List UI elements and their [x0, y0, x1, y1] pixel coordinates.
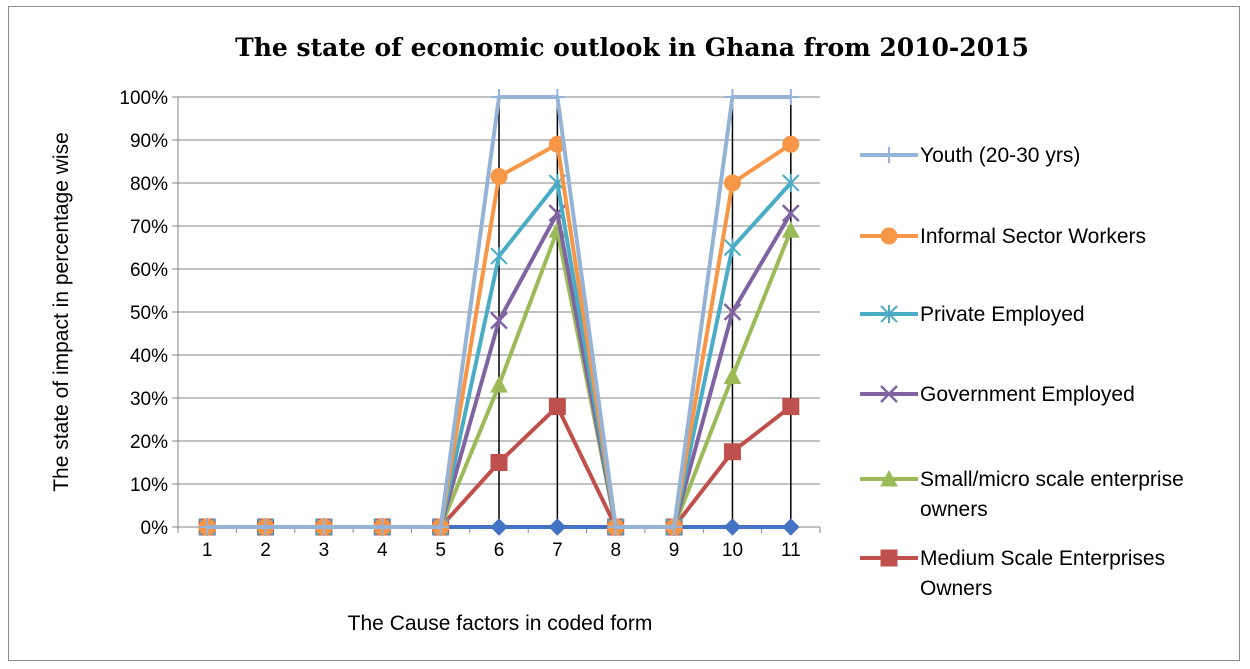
y-tick-label: 20% — [130, 432, 168, 453]
data-point — [782, 398, 800, 416]
legend-item: Small/micro scale enterprise owners — [860, 468, 1184, 521]
x-tick-label: 6 — [494, 540, 505, 561]
legend-label: Informal Sector Workers — [920, 225, 1146, 248]
y-tick-label: 100% — [119, 88, 168, 109]
data-point — [490, 247, 508, 266]
legend-item: Youth (20-30 yrs) — [860, 144, 1080, 167]
data-point — [548, 518, 567, 536]
x-tick-label: 2 — [260, 540, 271, 561]
data-point — [723, 174, 741, 192]
x-tick-label: 9 — [669, 540, 680, 561]
data-point — [880, 469, 898, 487]
legend-item: Government Employed — [860, 383, 1135, 406]
y-tick-label: 70% — [130, 217, 168, 238]
x-tick-label: 7 — [552, 540, 563, 561]
x-axis-title: The Cause factors in coded form — [348, 612, 653, 635]
legend-item: Informal Sector Workers — [860, 225, 1146, 248]
data-point — [490, 454, 508, 471]
data-point — [490, 376, 508, 393]
x-tick-label: 8 — [610, 540, 621, 561]
x-tick-label: 10 — [722, 540, 743, 561]
chart-frame — [8, 6, 1240, 661]
data-point — [723, 303, 742, 321]
data-point — [257, 519, 274, 535]
data-point — [781, 204, 800, 222]
data-point — [490, 168, 508, 186]
y-tick-labels: 0% 10% 20% 30% 40% 50% 60% 70% 80% 90% 100% — [119, 88, 168, 539]
data-point — [432, 519, 449, 535]
y-tick-label: 0% — [141, 518, 169, 539]
data-point — [315, 519, 332, 535]
data-point — [880, 549, 898, 567]
legend-item: Medium Scale Enterprises Owners — [860, 547, 1165, 600]
series — [199, 89, 799, 535]
data-point — [782, 135, 800, 153]
data-point — [781, 221, 800, 238]
data-point — [880, 385, 898, 403]
y-tick-label: 50% — [130, 303, 168, 324]
legend-label: owners — [920, 498, 988, 521]
data-point — [782, 174, 800, 192]
y-axis-title: The state of impact in percentage wise — [50, 132, 73, 492]
data-point — [548, 398, 566, 416]
y-tick-label: 90% — [130, 131, 168, 152]
data-point — [723, 238, 742, 257]
data-point — [880, 227, 898, 245]
data-point — [782, 89, 799, 105]
data-point — [199, 519, 216, 535]
legend-label: Owners — [920, 577, 992, 600]
legend-label: Small/micro scale enterprise — [920, 468, 1184, 491]
y-tick-label: 40% — [130, 346, 168, 367]
legend: Youth (20-30 yrs) Informal Sector Workers… — [860, 144, 1184, 600]
y-tick-label: 80% — [130, 174, 168, 195]
legend-label: Youth (20-30 yrs) — [920, 144, 1080, 167]
data-point — [723, 518, 742, 536]
chart-title: The state of economic outlook in Ghana f… — [235, 33, 1029, 62]
data-point — [723, 367, 742, 384]
data-point — [607, 519, 624, 535]
legend-label: Medium Scale Enterprises — [920, 547, 1165, 570]
x-tick-labels: 1 2 3 4 5 6 7 8 9 10 11 — [202, 540, 801, 561]
data-point — [549, 89, 566, 105]
legend-label: Private Employed — [920, 303, 1085, 326]
data-point — [666, 519, 683, 535]
x-tick-label: 1 — [202, 540, 213, 561]
data-point — [782, 518, 800, 536]
legend-item: Private Employed — [860, 303, 1085, 326]
data-point — [724, 89, 741, 105]
data-point — [880, 305, 898, 323]
data-point — [490, 518, 508, 536]
data-point — [491, 89, 507, 105]
series-group — [198, 89, 800, 536]
data-point — [374, 519, 391, 535]
x-tick-label: 11 — [781, 540, 801, 561]
data-point — [490, 311, 508, 330]
y-tick-label: 60% — [130, 260, 168, 281]
x-tick-label: 3 — [319, 540, 330, 561]
x-tick-label: 4 — [377, 540, 388, 561]
data-point — [723, 443, 741, 461]
legend-label: Government Employed — [920, 383, 1135, 406]
data-point — [881, 147, 897, 163]
y-tick-label: 30% — [130, 389, 168, 410]
y-tick-label: 10% — [130, 475, 168, 496]
x-tick-label: 5 — [435, 540, 446, 561]
